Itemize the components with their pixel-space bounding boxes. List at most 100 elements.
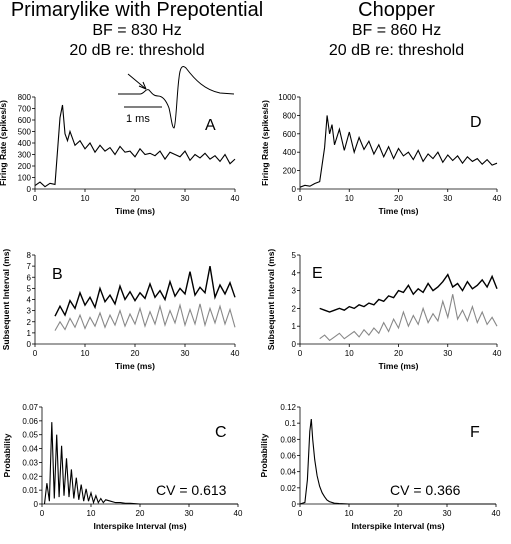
x-axis-label: Time (ms) xyxy=(379,206,419,216)
y-tick-label: 600 xyxy=(283,130,297,139)
y-tick-label: 0.1 xyxy=(285,419,297,428)
x-tick-label: 30 xyxy=(181,194,190,203)
x-axis-label: Interspike Interval (ms) xyxy=(351,521,444,531)
y-tick-label: 400 xyxy=(18,139,32,148)
y-tick-label: 0.06 xyxy=(280,452,296,461)
x-tick-label: 10 xyxy=(81,194,90,203)
x-tick-label: 30 xyxy=(443,194,452,203)
x-tick-label: 10 xyxy=(345,194,354,203)
right-column-level: 20 dB re: threshold xyxy=(328,42,465,59)
y-tick-label: 0 xyxy=(27,185,32,194)
series-line-1 xyxy=(43,422,238,505)
panel-letter: C xyxy=(215,424,227,441)
prepotential-arrow-head xyxy=(138,81,147,90)
x-tick-label: 0 xyxy=(298,349,303,358)
x-axis-label: Time (ms) xyxy=(115,206,155,216)
spike-waveform-trace xyxy=(118,65,235,129)
y-axis-label: Subsequent Interval (ms) xyxy=(1,249,11,351)
y-tick-label: 0.02 xyxy=(22,472,38,481)
chart-panel-c: 0 10 20 30 40 0 0.01 0.02 0.03 0.04 0.05 0.06 0.07 In… xyxy=(2,403,243,531)
y-axis-label: Probability xyxy=(259,433,269,477)
x-tick-label: 0 xyxy=(298,509,303,518)
series-line-2 xyxy=(54,302,236,331)
y-tick-label: 3 xyxy=(27,307,32,316)
y-tick-label: 800 xyxy=(18,93,32,102)
x-tick-label: 40 xyxy=(234,509,243,518)
y-tick-label: 0.04 xyxy=(280,468,296,477)
y-tick-label: 1 xyxy=(27,329,32,338)
x-tick-label: 30 xyxy=(185,509,194,518)
panel-letter: D xyxy=(470,114,482,131)
series-line-1 xyxy=(319,273,498,313)
x-tick-label: 0 xyxy=(33,194,38,203)
y-tick-label: 0 xyxy=(27,340,32,349)
y-tick-label: 7 xyxy=(27,262,32,271)
y-tick-label: 0.01 xyxy=(22,486,38,495)
right-column-title: Chopper xyxy=(358,0,435,21)
y-tick-label: 0.12 xyxy=(280,403,296,412)
x-tick-label: 10 xyxy=(345,509,354,518)
x-tick-label: 0 xyxy=(40,509,45,518)
y-tick-label: 0.03 xyxy=(22,458,38,467)
y-axis-label: Probability xyxy=(2,433,12,477)
left-column-bf: BF = 830 Hz xyxy=(92,22,182,39)
y-tick-label: 0.02 xyxy=(280,484,296,493)
y-tick-label: 2 xyxy=(27,318,32,327)
x-tick-label: 40 xyxy=(493,194,502,203)
x-tick-label: 30 xyxy=(181,349,190,358)
y-tick-label: 0.04 xyxy=(22,445,38,454)
y-tick-label: 0 xyxy=(292,500,297,509)
series-line-1 xyxy=(299,419,496,505)
series-line-1 xyxy=(54,265,236,317)
y-tick-label: 2 xyxy=(292,304,297,313)
cv-annotation: CV = 0.366 xyxy=(390,482,461,498)
y-axis-label: Subsequent Interval (ms) xyxy=(266,249,276,351)
cv-annotation: CV = 0.613 xyxy=(156,482,227,498)
y-tick-label: 5 xyxy=(292,251,297,260)
y-tick-label: 0.07 xyxy=(22,403,38,412)
x-tick-label: 40 xyxy=(231,194,240,203)
x-tick-label: 40 xyxy=(231,349,240,358)
y-tick-label: 1000 xyxy=(278,93,296,102)
left-column-header: Primarylike with Prepotential BF = 830 H… xyxy=(0,0,274,61)
y-tick-label: 200 xyxy=(18,162,32,171)
chart-panel-e: 0 10 20 30 40 0 1 2 3 4 5 Time (ms) Subsequent Inter… xyxy=(266,249,502,371)
spike-waveform-inset: 1 ms xyxy=(118,65,235,129)
y-axis-label: Firing Rate (spikes/s) xyxy=(0,100,8,186)
series-line-1 xyxy=(34,104,236,188)
y-tick-label: 0.06 xyxy=(22,417,38,426)
x-axis-label: Interspike Interval (ms) xyxy=(93,521,186,531)
x-axis-label: Time (ms) xyxy=(379,361,419,371)
y-tick-label: 4 xyxy=(27,296,32,305)
right-column-header: Chopper BF = 860 Hz 20 dB re: threshold xyxy=(282,0,511,61)
chart-panel-f: 0 10 20 30 40 0 0.02 0.04 0.06 0.08 0.1 0.12 Intersp… xyxy=(259,403,501,531)
y-tick-label: 1 xyxy=(292,322,297,331)
panel-letter: B xyxy=(52,266,63,283)
y-tick-label: 0.08 xyxy=(280,435,296,444)
series-line-1 xyxy=(299,115,498,188)
y-tick-label: 0.05 xyxy=(22,431,38,440)
x-tick-label: 20 xyxy=(131,349,140,358)
prepotential-arrow xyxy=(127,73,147,90)
chart-panel-b: 0 10 20 30 40 0 1 2 3 4 5 6 7 8 Time (ms) Subsequent In… xyxy=(1,249,240,371)
y-tick-label: 200 xyxy=(283,167,297,176)
y-tick-label: 100 xyxy=(18,174,32,183)
y-tick-label: 4 xyxy=(292,269,297,278)
panel-letter: F xyxy=(470,424,480,441)
x-tick-label: 0 xyxy=(33,349,38,358)
x-axis-label: Time (ms) xyxy=(115,361,155,371)
y-tick-label: 8 xyxy=(27,251,32,260)
y-tick-label: 800 xyxy=(283,111,297,120)
y-tick-label: 700 xyxy=(18,105,32,114)
y-tick-label: 500 xyxy=(18,128,32,137)
panel-letter: E xyxy=(312,265,323,282)
y-tick-label: 400 xyxy=(283,148,297,157)
panel-letter: A xyxy=(205,117,216,134)
series-line-2 xyxy=(319,294,498,342)
x-tick-label: 10 xyxy=(81,349,90,358)
x-tick-label: 20 xyxy=(394,349,403,358)
y-tick-label: 0 xyxy=(34,500,39,509)
